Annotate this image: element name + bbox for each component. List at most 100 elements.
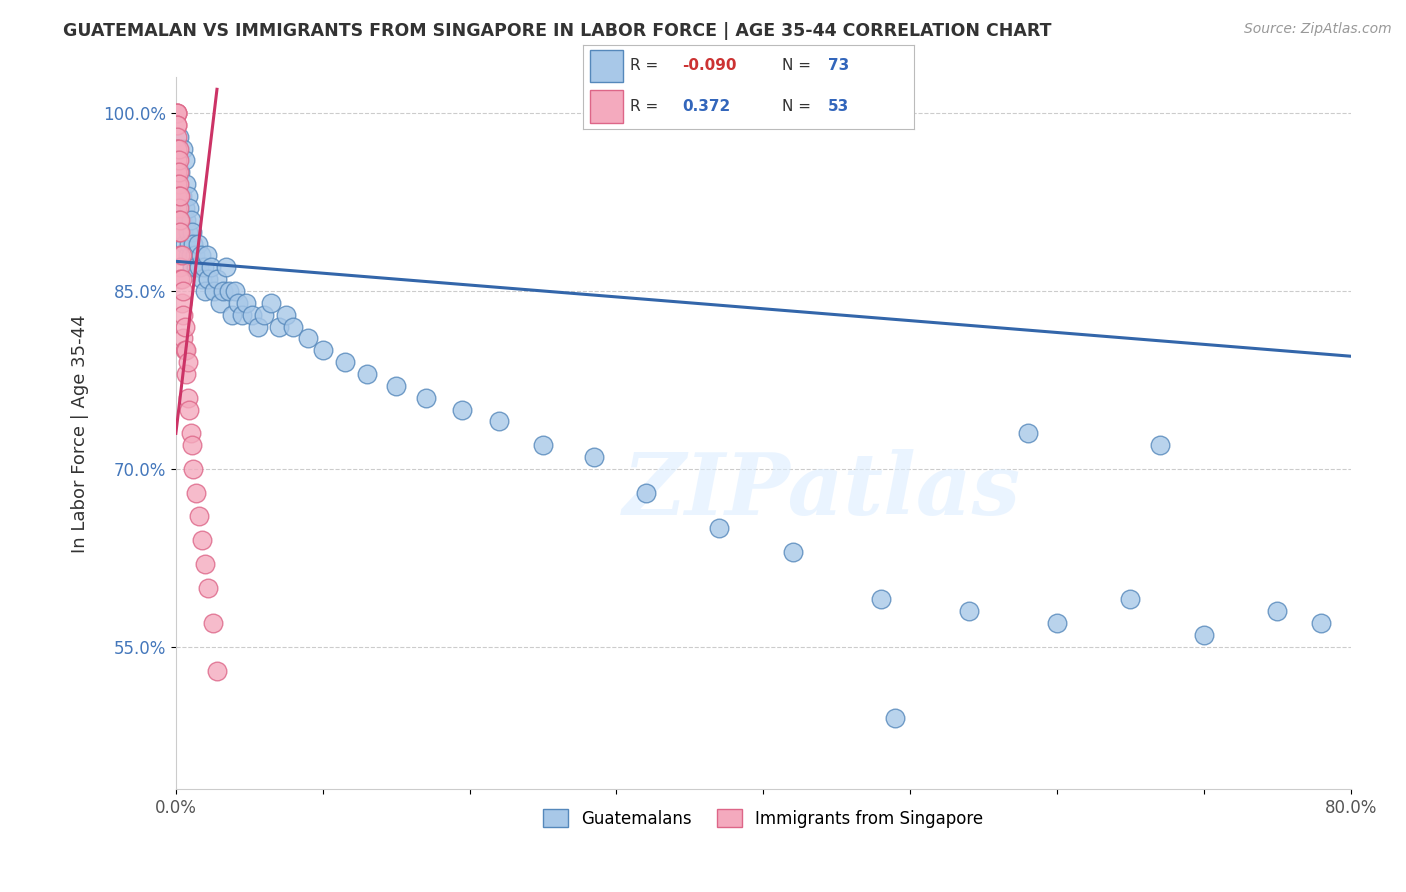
Text: Source: ZipAtlas.com: Source: ZipAtlas.com (1244, 22, 1392, 37)
Point (181, 260, 204, 275)
Point (215, 260, 238, 275)
Point (194, 284, 217, 298)
Point (297, 331, 319, 345)
Point (172, 308, 194, 322)
Point (195, 248, 218, 262)
Point (174, 178, 197, 192)
Point (169, 212, 191, 227)
Point (167, 201, 190, 215)
Point (176, 391, 198, 405)
Point (172, 225, 194, 239)
Text: -0.090: -0.090 (683, 58, 737, 73)
FancyBboxPatch shape (591, 90, 623, 122)
Point (172, 284, 194, 298)
Point (1046, 616, 1069, 631)
Text: R =: R = (630, 99, 662, 114)
Point (183, 236, 205, 251)
Point (176, 189, 198, 203)
Point (208, 296, 231, 310)
Point (172, 331, 194, 345)
Point (193, 260, 215, 275)
Text: 53: 53 (828, 99, 849, 114)
Point (200, 260, 222, 275)
Point (167, 165, 190, 179)
Point (180, 426, 202, 441)
Point (235, 296, 257, 310)
Point (782, 545, 804, 559)
Point (1310, 616, 1333, 631)
Point (172, 142, 194, 156)
Point (166, 129, 188, 144)
Point (240, 308, 263, 322)
Point (173, 236, 195, 251)
Point (166, 189, 188, 203)
Point (583, 450, 606, 464)
Point (356, 367, 378, 381)
Point (333, 355, 356, 369)
Point (174, 367, 197, 381)
Point (183, 462, 205, 476)
Point (231, 308, 253, 322)
Point (267, 319, 290, 334)
Point (166, 201, 188, 215)
Point (177, 201, 200, 215)
Point (191, 272, 214, 286)
Point (194, 557, 217, 571)
Point (181, 438, 204, 452)
Point (170, 248, 193, 262)
Point (180, 248, 202, 262)
Point (169, 225, 191, 239)
Point (1119, 592, 1142, 607)
Point (169, 260, 191, 275)
Point (283, 319, 305, 334)
Point (197, 581, 219, 595)
Point (253, 308, 276, 322)
Point (170, 189, 193, 203)
Point (167, 225, 190, 239)
Text: 73: 73 (828, 58, 849, 73)
Point (167, 212, 190, 227)
Point (1265, 604, 1288, 618)
Point (176, 248, 198, 262)
Text: N =: N = (782, 58, 815, 73)
Point (869, 592, 891, 607)
Point (167, 142, 190, 156)
Point (169, 272, 191, 286)
Point (169, 189, 191, 203)
Point (634, 485, 657, 500)
Legend: Guatemalans, Immigrants from Singapore: Guatemalans, Immigrants from Singapore (537, 803, 990, 834)
Point (169, 248, 191, 262)
Text: ZIPatlas: ZIPatlas (623, 449, 1021, 532)
Point (170, 296, 193, 310)
Point (186, 260, 208, 275)
Point (166, 118, 188, 132)
Point (166, 178, 188, 192)
Point (166, 106, 188, 120)
Text: R =: R = (630, 58, 662, 73)
Point (166, 118, 188, 132)
Point (166, 106, 188, 120)
Point (166, 106, 188, 120)
Point (226, 296, 249, 310)
Point (385, 379, 408, 393)
Y-axis label: In Labor Force | Age 35-44: In Labor Force | Age 35-44 (72, 314, 89, 553)
Point (451, 402, 474, 417)
Point (260, 296, 283, 310)
Text: N =: N = (782, 99, 815, 114)
Point (167, 153, 190, 168)
Point (1017, 426, 1039, 441)
Point (190, 248, 212, 262)
Point (166, 165, 188, 179)
Point (191, 533, 214, 547)
Point (173, 319, 195, 334)
Point (176, 225, 198, 239)
Point (247, 319, 270, 334)
Point (167, 178, 190, 192)
Point (312, 343, 335, 358)
Point (166, 153, 188, 168)
Point (197, 272, 219, 286)
Point (1149, 438, 1171, 452)
Point (488, 414, 510, 428)
Point (184, 248, 207, 262)
Point (173, 201, 195, 215)
